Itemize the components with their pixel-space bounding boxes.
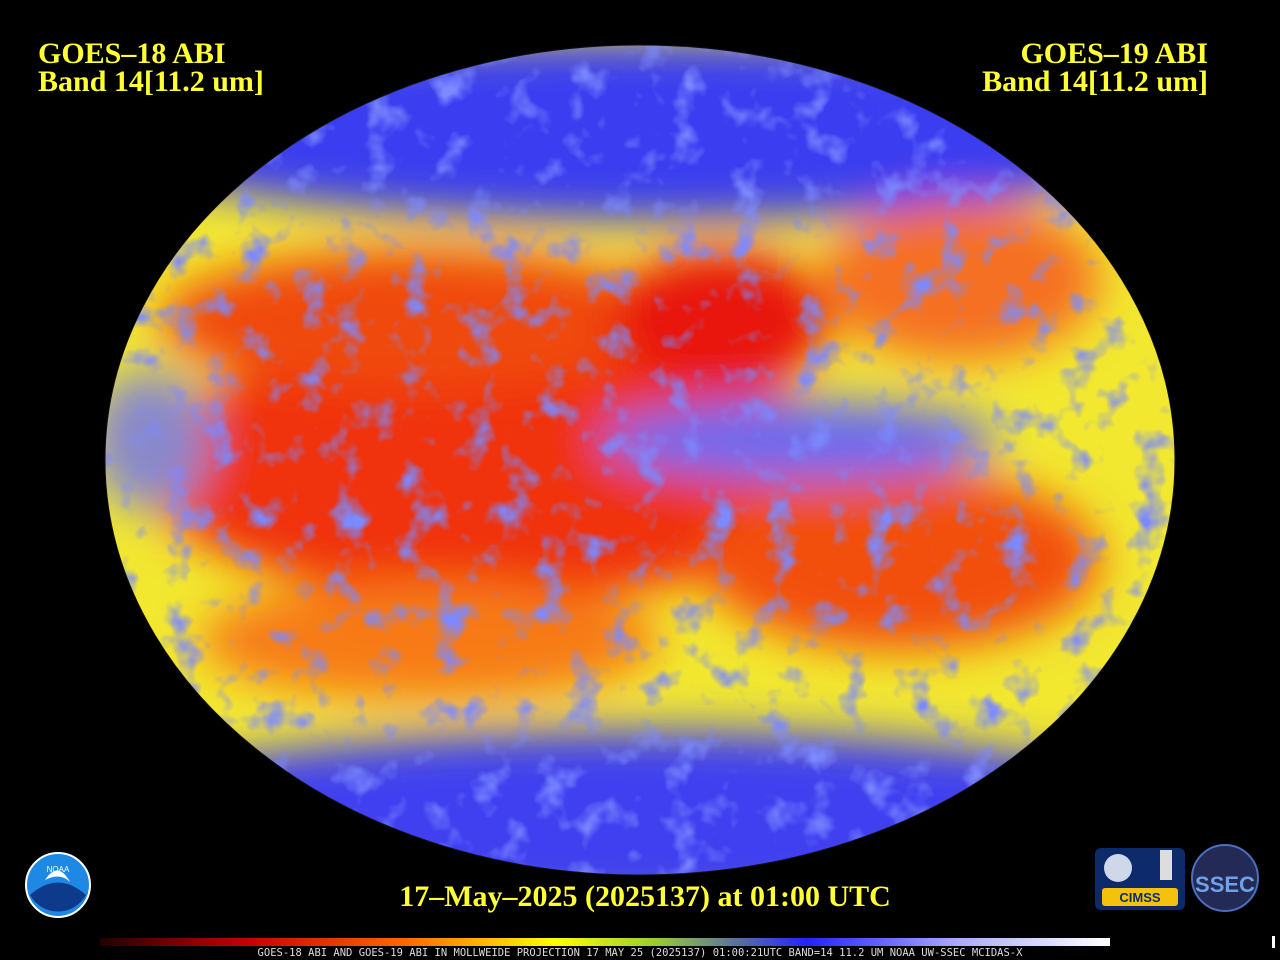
- noaa-label: NOAA: [47, 865, 70, 874]
- noaa-logo: NOAA: [25, 852, 91, 918]
- left-satellite: GOES–18 ABI: [38, 37, 226, 70]
- earth-disk: [105, 45, 1175, 875]
- color-bar: [100, 938, 1110, 946]
- timestamp: 17–May–2025 (2025137) at 01:00 UTC: [399, 880, 891, 913]
- right-satellite: GOES–19 ABI: [1020, 37, 1208, 70]
- cimss-label: CIMSS: [1119, 890, 1161, 905]
- corner-mark: [1272, 936, 1275, 948]
- footer-caption: GOES-18 ABI AND GOES-19 ABI IN MOLLWEIDE…: [258, 947, 1024, 959]
- disk-edge: [104, 44, 1176, 876]
- ssec-logo: SSEC: [1191, 844, 1259, 912]
- cimss-logo: CIMSS: [1095, 848, 1185, 910]
- ssec-label: SSEC: [1195, 872, 1255, 897]
- left-band: Band 14[11.2 um]: [38, 65, 264, 98]
- right-band: Band 14[11.2 um]: [982, 65, 1208, 98]
